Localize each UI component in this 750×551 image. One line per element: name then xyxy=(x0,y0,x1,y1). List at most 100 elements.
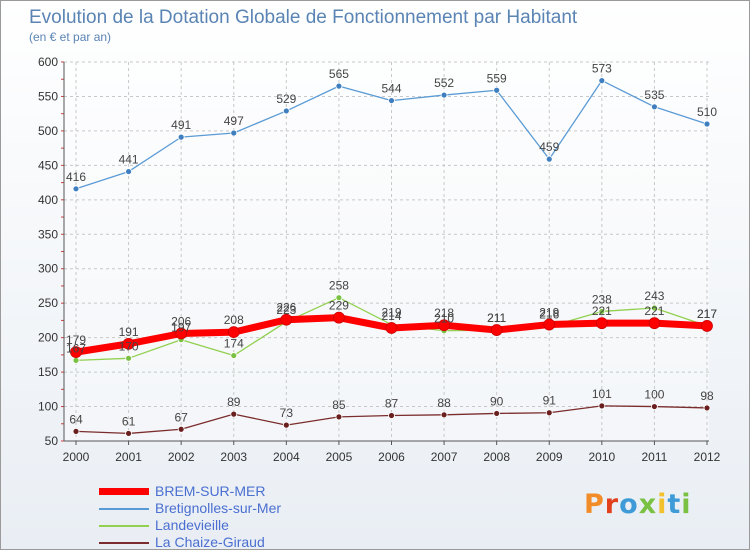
point-la-chaize-giraud-2009 xyxy=(545,409,553,417)
legend-label-bretignolles: Bretignolles-sur-Mer xyxy=(155,500,282,516)
point-brem-sur-mer-2007 xyxy=(438,319,450,332)
point-la-chaize-giraud-2012 xyxy=(703,404,711,412)
label-bretignolles-sur-mer-2012: 510 xyxy=(697,105,717,119)
point-bretignolles-sur-mer-2001 xyxy=(125,168,132,175)
label-brem-sur-mer-2001: 191 xyxy=(119,325,139,339)
label-bretignolles-sur-mer-2009: 459 xyxy=(539,140,559,154)
y-tick-50: 50 xyxy=(45,434,59,448)
x-tick-2010: 2010 xyxy=(588,450,615,464)
legend-swatch-brem xyxy=(99,488,149,495)
point-bretignolles-sur-mer-2004 xyxy=(282,107,290,115)
label-brem-sur-mer-2002: 206 xyxy=(171,315,191,329)
label-landevieille-2007: 210 xyxy=(434,312,454,326)
series-layer xyxy=(70,77,713,437)
point-brem-sur-mer-2001 xyxy=(122,337,135,350)
label-la-chaize-giraud-2008: 90 xyxy=(490,394,504,408)
y-tick-550: 550 xyxy=(38,89,58,103)
point-brem-sur-mer-2004 xyxy=(280,313,293,326)
label-landevieille-2012: 217 xyxy=(697,307,717,321)
point-brem-sur-mer-2003 xyxy=(227,326,240,339)
x-tick-2007: 2007 xyxy=(431,450,458,464)
label-landevieille-2011: 243 xyxy=(644,289,664,303)
label-bretignolles-sur-mer-2001: 441 xyxy=(119,153,139,167)
label-bretignolles-sur-mer-2003: 497 xyxy=(224,114,244,128)
proxiti-logo: Proxiti xyxy=(584,489,692,520)
y-tick-350: 350 xyxy=(38,227,58,241)
point-bretignolles-sur-mer-2008 xyxy=(493,86,501,94)
point-bretignolles-sur-mer-2010 xyxy=(598,77,606,85)
chart-title: Evolution de la Dotation Globale de Fonc… xyxy=(29,7,578,28)
legend-label-la-chaize: La Chaize-Giraud xyxy=(155,534,265,550)
label-la-chaize-giraud-2006: 87 xyxy=(385,397,399,411)
point-bretignolles-sur-mer-2000 xyxy=(72,185,80,193)
point-brem-sur-mer-2002 xyxy=(175,327,188,340)
label-brem-sur-mer-2005: 229 xyxy=(329,299,349,313)
point-bretignolles-sur-mer-2005 xyxy=(335,82,343,90)
x-tick-2006: 2006 xyxy=(378,450,405,464)
y-tick-250: 250 xyxy=(38,296,58,310)
legend-swatch-la-chaize xyxy=(99,542,149,544)
point-brem-sur-mer-2008 xyxy=(490,324,503,336)
y-tick-500: 500 xyxy=(38,124,58,138)
label-la-chaize-giraud-2001: 61 xyxy=(122,414,136,428)
point-brem-sur-mer-2006 xyxy=(385,322,398,334)
label-la-chaize-giraud-2002: 67 xyxy=(174,410,188,424)
label-brem-sur-mer-2004: 226 xyxy=(276,301,296,315)
label-bretignolles-sur-mer-2000: 416 xyxy=(66,170,86,184)
point-bretignolles-sur-mer-2012 xyxy=(703,120,711,128)
legend-label-brem: BREM-SUR-MER xyxy=(155,483,266,499)
logo-letter: r xyxy=(604,489,620,520)
point-la-chaize-giraud-2002 xyxy=(177,425,185,433)
point-brem-sur-mer-2009 xyxy=(543,318,556,331)
logo-letter: x xyxy=(638,489,658,520)
label-bretignolles-sur-mer-2005: 565 xyxy=(329,67,349,81)
point-la-chaize-giraud-2003 xyxy=(230,410,238,418)
label-bretignolles-sur-mer-2008: 559 xyxy=(487,71,507,85)
label-brem-sur-mer-2000: 179 xyxy=(66,333,86,347)
point-landevieille-2000 xyxy=(72,356,80,364)
label-brem-sur-mer-2007: 218 xyxy=(434,306,454,320)
point-brem-sur-mer-2011 xyxy=(648,317,661,330)
label-la-chaize-giraud-2011: 100 xyxy=(644,388,664,402)
point-la-chaize-giraud-2000 xyxy=(72,427,80,435)
y-tick-200: 200 xyxy=(38,331,58,345)
y-tick-100: 100 xyxy=(38,400,58,414)
label-brem-sur-mer-2009: 219 xyxy=(539,306,559,320)
point-bretignolles-sur-mer-2011 xyxy=(651,103,658,111)
x-tick-2004: 2004 xyxy=(273,450,300,464)
point-la-chaize-giraud-2010 xyxy=(598,402,606,410)
point-bretignolles-sur-mer-2009 xyxy=(545,155,553,163)
label-landevieille-2009: 216 xyxy=(539,308,559,322)
point-bretignolles-sur-mer-2002 xyxy=(177,133,185,141)
label-la-chaize-giraud-2000: 64 xyxy=(69,412,83,426)
point-la-chaize-giraud-2006 xyxy=(388,412,395,419)
logo-letter: i xyxy=(681,489,692,520)
chart-subtitle: (en € et par an) xyxy=(29,30,112,44)
x-tick-2002: 2002 xyxy=(168,450,195,464)
point-la-chaize-giraud-2001 xyxy=(125,430,132,437)
label-landevieille-2006: 219 xyxy=(381,306,401,320)
point-la-chaize-giraud-2005 xyxy=(335,413,343,421)
label-la-chaize-giraud-2009: 91 xyxy=(543,394,557,408)
label-bretignolles-sur-mer-2004: 529 xyxy=(276,92,296,106)
legend-label-landevieille: Landevieille xyxy=(155,517,229,533)
legend-swatch-bretignolles xyxy=(99,508,149,510)
label-landevieille-2002: 197 xyxy=(171,321,191,335)
label-landevieille-2000: 167 xyxy=(66,341,86,355)
x-tick-2009: 2009 xyxy=(536,450,563,464)
data-labels: 416 441 491 497 529 565 544 552 559 459 573 535 510 1… xyxy=(66,62,717,429)
y-tick-150: 150 xyxy=(38,365,58,379)
label-brem-sur-mer-2012: 217 xyxy=(697,307,717,321)
y-tick-400: 400 xyxy=(38,193,58,207)
label-bretignolles-sur-mer-2011: 535 xyxy=(644,88,664,102)
point-brem-sur-mer-2000 xyxy=(70,346,82,359)
label-brem-sur-mer-2010: 221 xyxy=(592,304,612,318)
label-bretignolles-sur-mer-2002: 491 xyxy=(171,118,191,132)
label-la-chaize-giraud-2012: 98 xyxy=(700,389,714,403)
point-bretignolles-sur-mer-2007 xyxy=(440,91,448,99)
logo-letter: t xyxy=(667,489,682,520)
point-la-chaize-giraud-2004 xyxy=(282,421,290,429)
label-brem-sur-mer-2003: 208 xyxy=(224,313,244,327)
